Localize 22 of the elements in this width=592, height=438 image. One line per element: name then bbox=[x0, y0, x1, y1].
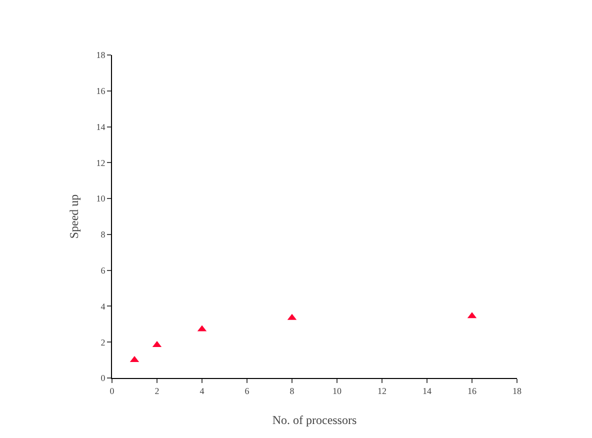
y-tick-label: 2 bbox=[100, 337, 106, 348]
y-tick-label: 12 bbox=[96, 158, 106, 168]
y-tick-label: 6 bbox=[100, 265, 106, 276]
x-tick-label: 16 bbox=[468, 386, 477, 396]
x-tick-label: 14 bbox=[422, 386, 432, 396]
y-tick-label: 4 bbox=[100, 301, 106, 312]
x-tick-label: 0 bbox=[110, 386, 115, 396]
y-tick-label: 0 bbox=[100, 373, 106, 384]
x-tick-label: 2 bbox=[154, 386, 160, 396]
y-tick-label: 10 bbox=[96, 194, 106, 204]
x-tick-label: 10 bbox=[332, 386, 342, 396]
y-tick-label: 14 bbox=[96, 122, 106, 132]
x-tick-label: 8 bbox=[290, 386, 295, 396]
x-tick-label: 6 bbox=[244, 386, 250, 396]
x-tick-label: 18 bbox=[512, 386, 522, 396]
y-tick-label: 16 bbox=[96, 86, 106, 96]
x-axis-title: No. of processors bbox=[272, 413, 357, 427]
y-axis-title: Speed up bbox=[67, 194, 81, 239]
x-tick-label: 4 bbox=[200, 386, 205, 396]
y-tick-label: 8 bbox=[100, 230, 106, 240]
y-tick-label: 18 bbox=[96, 50, 106, 60]
x-tick-label: 12 bbox=[378, 386, 386, 396]
